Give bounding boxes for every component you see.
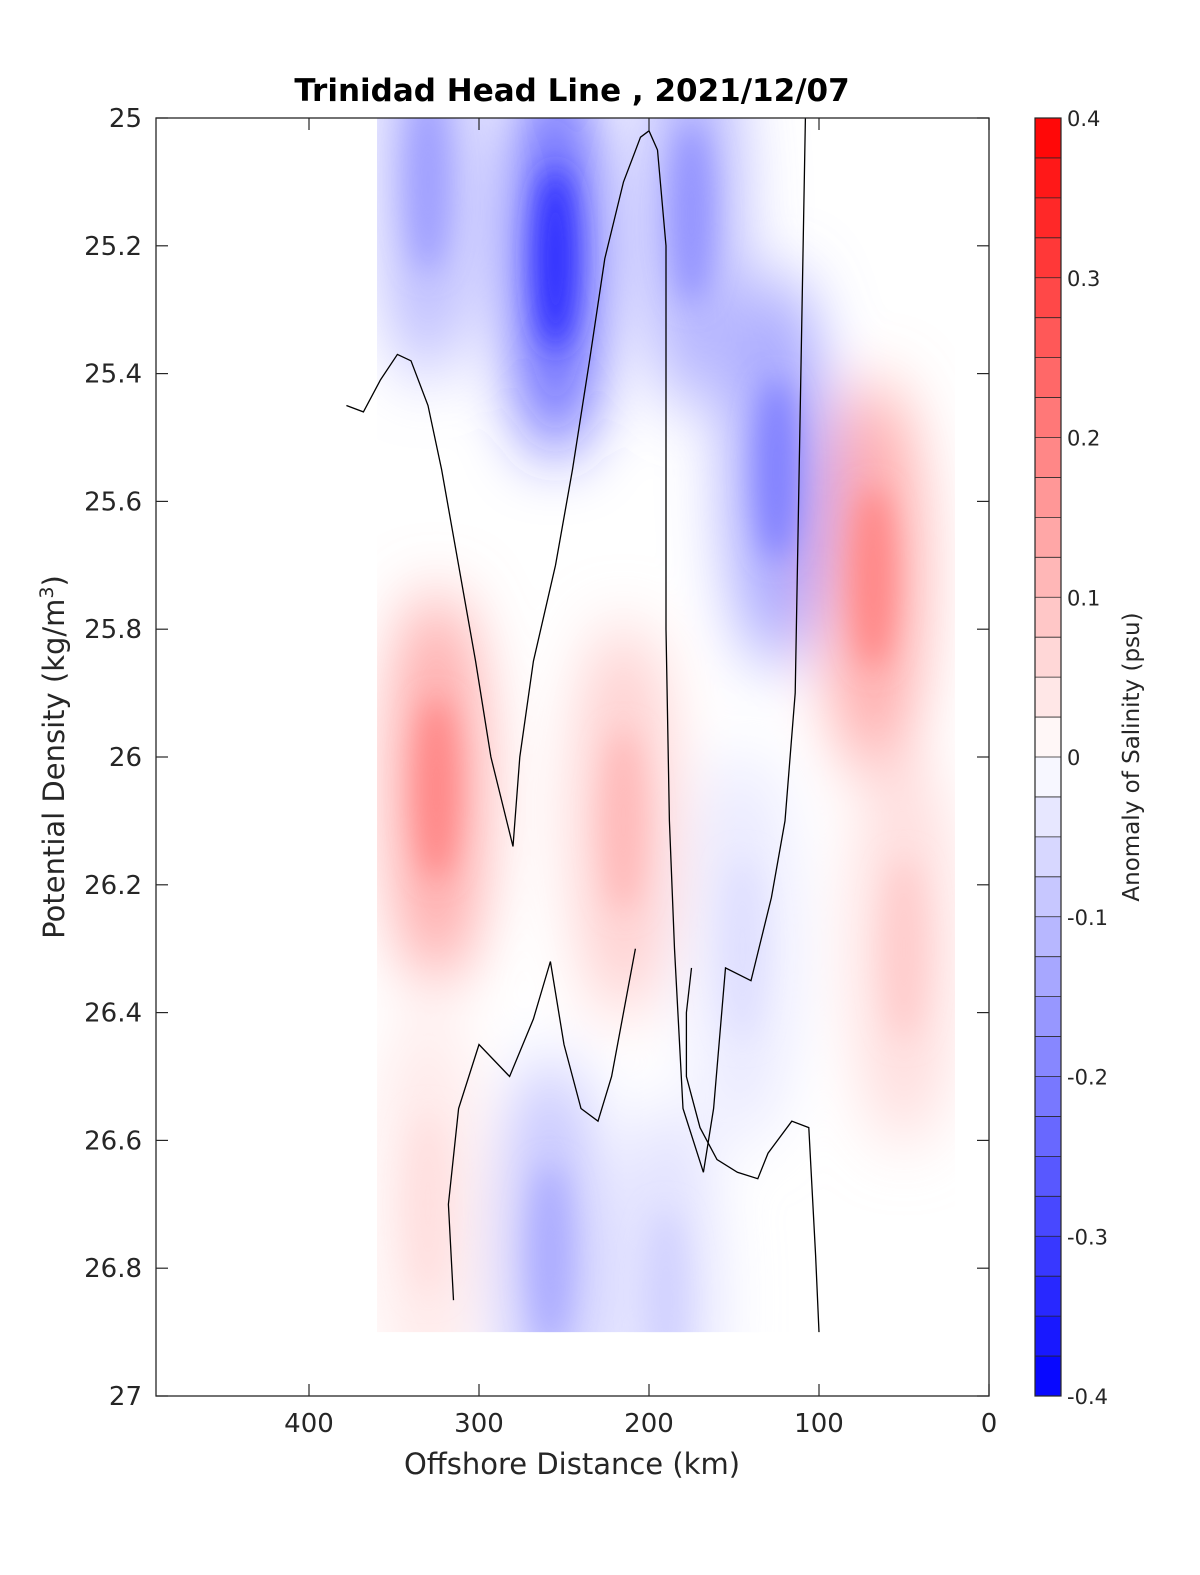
- y-axis-label-main: Potential Density (kg/m: [37, 599, 71, 939]
- positive-anomaly-core: [603, 730, 644, 911]
- colorbar-band: [1035, 597, 1061, 638]
- y-tick-label: 26.4: [84, 999, 142, 1029]
- colorbar-band: [1035, 397, 1061, 438]
- x-tick-label: 400: [284, 1409, 334, 1439]
- negative-anomaly-core: [756, 379, 797, 560]
- colorbar-band: [1035, 916, 1061, 958]
- negative-anomaly-core: [535, 168, 576, 349]
- colorbar-band: [1035, 1356, 1061, 1397]
- colorbar-tick-label: -0.2: [1067, 1066, 1108, 1090]
- colorbar-band: [1035, 437, 1061, 478]
- colorbar-band: [1035, 1236, 1061, 1277]
- colorbar-band: [1035, 357, 1061, 398]
- colorbar-band: [1035, 477, 1061, 518]
- colorbar-band: [1035, 757, 1061, 798]
- colorbar-band: [1035, 517, 1061, 558]
- x-tick-label: 0: [981, 1409, 998, 1439]
- zero-contour-lines: [346, 118, 820, 1333]
- colorbar-band: [1035, 197, 1061, 239]
- colorbar-tick-label: 0.1: [1067, 586, 1100, 610]
- colorbar-band: [1035, 1276, 1061, 1317]
- y-tick-label: 25.8: [84, 615, 142, 645]
- negative-anomaly-core: [408, 118, 448, 272]
- colorbar-label: Anomaly of Salinity (psu): [1119, 612, 1145, 901]
- positive-anomaly-core: [884, 858, 924, 1039]
- negative-anomaly-core: [722, 858, 763, 1039]
- zero-contour-line: [447, 948, 637, 1301]
- colorbar: 0.4 0.3 0.2 0.1 0 -0.1 -0.2 -0.3 -0.4: [1034, 107, 1108, 1409]
- y-tick-label: 26: [109, 743, 142, 773]
- colorbar-band: [1035, 1076, 1061, 1117]
- y-tick-label: 26.8: [84, 1254, 142, 1284]
- colorbar-band: [1035, 1116, 1061, 1157]
- y-axis-label-close: ): [37, 575, 71, 586]
- colorbar-band: [1035, 1156, 1061, 1197]
- x-tick-label: 300: [454, 1409, 504, 1439]
- y-tick-label: 27: [109, 1382, 142, 1412]
- colorbar-band: [1035, 637, 1061, 678]
- anomaly-blobs: [380, 118, 952, 1333]
- y-tick-label: 25.2: [84, 232, 142, 262]
- colorbar-band: [1035, 836, 1061, 878]
- colorbar-band: [1035, 796, 1061, 838]
- plot-area: [156, 118, 989, 1396]
- colorbar-band: [1035, 237, 1061, 279]
- y-axis-ticks: 25 25.2 25.4 25.6 25.8 26 26.2 26.4 26.6 26.8 27: [84, 104, 989, 1412]
- x-tick-label: 100: [794, 1409, 844, 1439]
- negative-anomaly-core: [530, 1165, 571, 1333]
- colorbar-tick-label: -0.4: [1067, 1385, 1108, 1409]
- colorbar-tick-label: 0: [1067, 746, 1080, 770]
- colorbar-band: [1035, 956, 1061, 998]
- colorbar-frame: [1034, 117, 1062, 1397]
- colorbar-band: [1035, 557, 1061, 598]
- y-tick-label: 25.4: [84, 360, 142, 390]
- positive-anomaly-core: [853, 488, 894, 669]
- x-tick-label: 200: [624, 1409, 674, 1439]
- colorbar-band: [1035, 157, 1061, 199]
- y-tick-label: 26.6: [84, 1126, 142, 1156]
- positive-anomaly-core: [416, 698, 457, 879]
- y-tick-label: 25.6: [84, 487, 142, 517]
- negative-anomaly-core: [671, 123, 712, 304]
- x-axis-ticks: 400 300 200 100 0: [284, 118, 997, 1439]
- y-axis-label: Potential Density (kg/m3): [36, 575, 71, 939]
- colorbar-band: [1035, 677, 1061, 718]
- y-tick-label: 25: [109, 104, 142, 134]
- colorbar-tick-label: 0.3: [1067, 267, 1100, 291]
- anomaly-field: [380, 118, 952, 1333]
- zero-contour-line: [685, 967, 820, 1333]
- chart-title: Trinidad Head Line , 2021/12/07: [294, 73, 849, 109]
- colorbar-band: [1035, 1316, 1061, 1357]
- colorbar-tick-label: -0.1: [1067, 906, 1108, 930]
- negative-anomaly-core: [646, 1210, 686, 1333]
- colorbar-band: [1035, 1196, 1061, 1237]
- colorbar-tick-label: 0.2: [1067, 427, 1100, 451]
- colorbar-band: [1035, 1036, 1061, 1077]
- colorbar-band: [1035, 876, 1061, 918]
- colorbar-band: [1035, 277, 1061, 319]
- y-tick-label: 26.2: [84, 871, 142, 901]
- colorbar-band: [1035, 996, 1061, 1037]
- zero-contour-line: [346, 118, 807, 1173]
- y-axis-label-superscript: 3: [36, 586, 58, 598]
- colorbar-tick-label: -0.3: [1067, 1225, 1108, 1249]
- x-axis-label: Offshore Distance (km): [404, 1447, 740, 1481]
- positive-anomaly-core: [408, 1114, 448, 1295]
- colorbar-tick-label: 0.4: [1067, 107, 1100, 131]
- colorbar-band: [1035, 317, 1061, 359]
- colorbar-band: [1035, 717, 1061, 758]
- colorbar-band: [1035, 118, 1061, 159]
